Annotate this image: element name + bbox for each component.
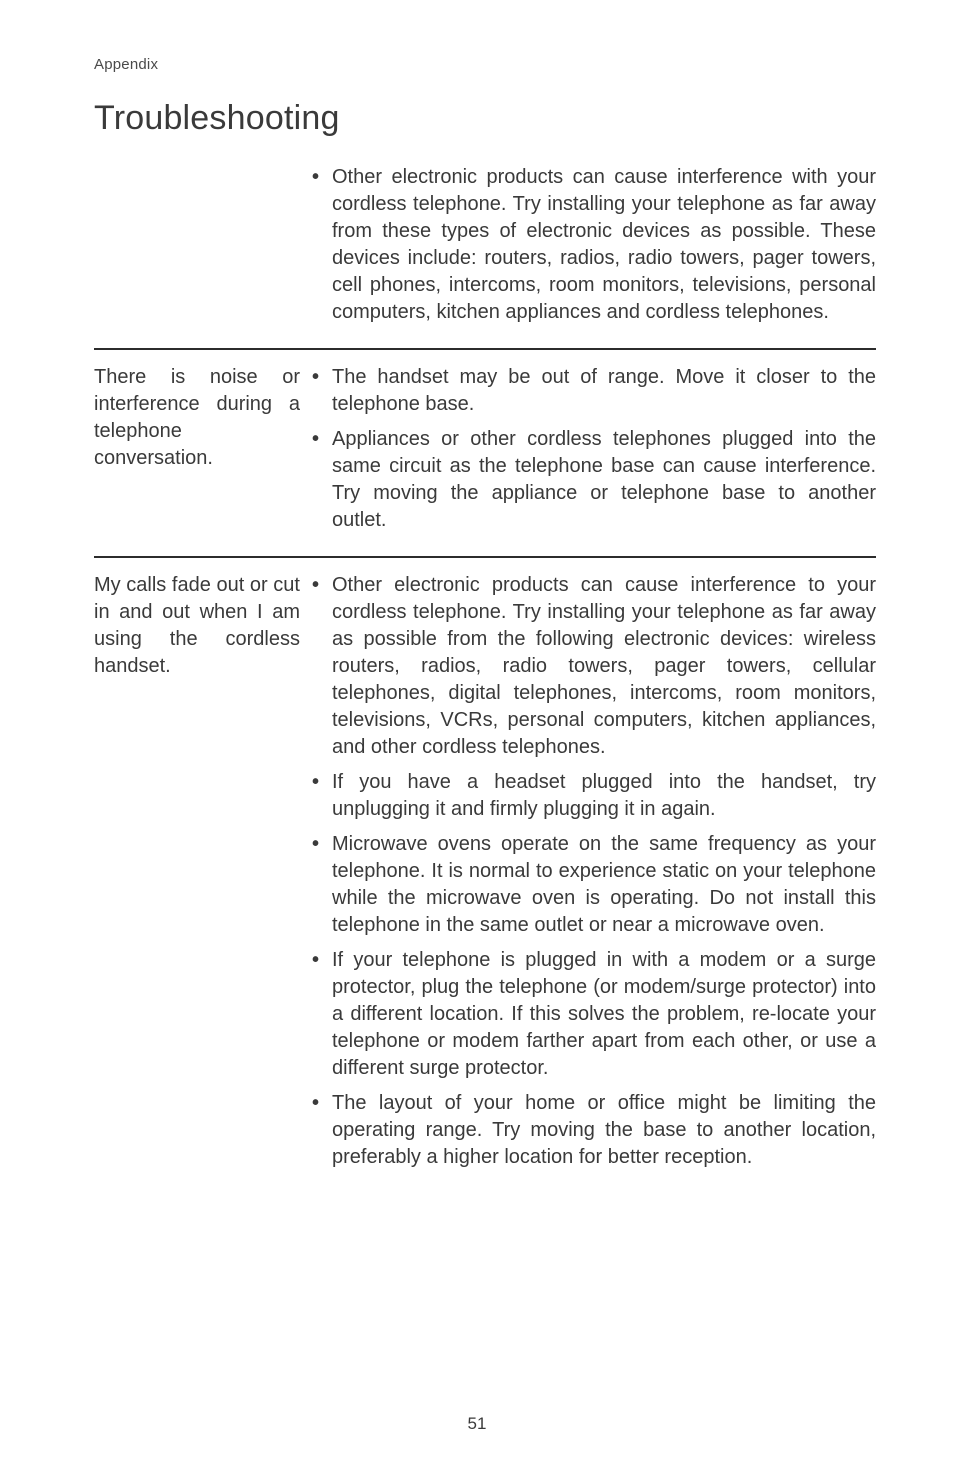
list-item: •Microwave ovens operate on the same fre… (312, 831, 876, 939)
list-item: •Appliances or other cordless telephones… (312, 426, 876, 534)
list-item: •The layout of your home or office might… (312, 1090, 876, 1171)
list-item-text: If your telephone is plugged in with a m… (332, 947, 876, 1082)
list-item: •Other electronic products can cause int… (312, 572, 876, 761)
troubleshooting-section: •Other electronic products can cause int… (94, 164, 876, 342)
list-item-text: Other electronic products can cause inte… (332, 572, 876, 761)
list-item-text: If you have a headset plugged into the h… (332, 769, 876, 823)
bullet-icon: • (312, 1090, 332, 1117)
page-title: Troubleshooting (94, 99, 876, 138)
page-number: 51 (0, 1414, 954, 1434)
section-content: •The handset may be out of range. Move i… (312, 364, 876, 542)
section-label: There is noise or interference during a … (94, 364, 312, 472)
bullet-list: •Other electronic products can cause int… (312, 164, 876, 326)
list-item-text: The handset may be out of range. Move it… (332, 364, 876, 418)
list-item-text: The layout of your home or office might … (332, 1090, 876, 1171)
troubleshooting-section: There is noise or interference during a … (94, 348, 876, 550)
bullet-icon: • (312, 164, 332, 191)
bullet-list: •Other electronic products can cause int… (312, 572, 876, 1171)
section-label: My calls fade out or cut in and out when… (94, 572, 312, 680)
list-item-text: Appliances or other cordless telephones … (332, 426, 876, 534)
bullet-icon: • (312, 572, 332, 599)
list-item: •The handset may be out of range. Move i… (312, 364, 876, 418)
troubleshooting-section: My calls fade out or cut in and out when… (94, 556, 876, 1187)
running-head: Appendix (94, 56, 876, 73)
bullet-icon: • (312, 769, 332, 796)
bullet-icon: • (312, 947, 332, 974)
section-content: •Other electronic products can cause int… (312, 164, 876, 334)
bullet-icon: • (312, 364, 332, 391)
list-item: •If your telephone is plugged in with a … (312, 947, 876, 1082)
bullet-icon: • (312, 426, 332, 453)
bullet-list: •The handset may be out of range. Move i… (312, 364, 876, 534)
list-item: •Other electronic products can cause int… (312, 164, 876, 326)
list-item-text: Microwave ovens operate on the same freq… (332, 831, 876, 939)
bullet-icon: • (312, 831, 332, 858)
list-item: •If you have a headset plugged into the … (312, 769, 876, 823)
section-content: •Other electronic products can cause int… (312, 572, 876, 1179)
list-item-text: Other electronic products can cause inte… (332, 164, 876, 326)
page: Appendix Troubleshooting •Other electron… (0, 0, 954, 1187)
